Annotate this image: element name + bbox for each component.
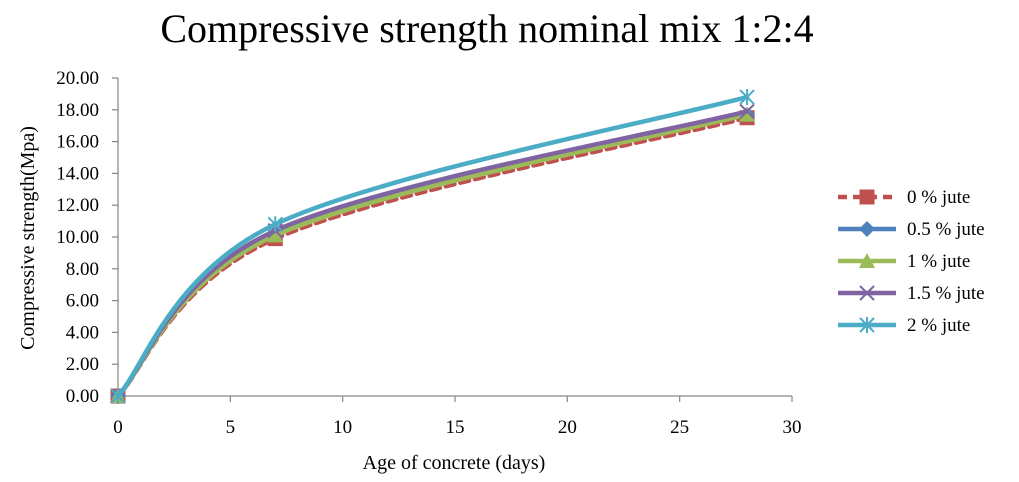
x-tick-label: 5 <box>226 417 236 438</box>
y-tick-label: 8.00 <box>66 259 99 280</box>
series-4 <box>110 89 755 404</box>
x-tick-label: 0 <box>113 417 123 438</box>
data-point <box>267 227 284 243</box>
legend: 0 % jute 0.5 % jute 1 % jute 1.5 % jute 2 % … <box>838 187 985 336</box>
legend-label: 0 % jute <box>907 187 970 208</box>
legend-entry: 1 % jute <box>838 251 970 272</box>
data-point <box>739 89 755 106</box>
x-tick-label: 30 <box>783 417 802 438</box>
legend-marker <box>859 285 875 301</box>
y-tick-label: 6.00 <box>66 291 99 312</box>
series-line <box>115 115 750 399</box>
series-2 <box>110 106 756 403</box>
legend-label: 2 % jute <box>907 315 970 336</box>
chart-title: Compressive strength nominal mix 1:2:4 <box>160 6 813 51</box>
legend-entry: 0 % jute <box>838 187 970 208</box>
data-point-stroke <box>739 103 755 120</box>
legend-marker <box>859 317 875 333</box>
y-tick-label: 18.00 <box>56 100 99 121</box>
series-1 <box>110 106 756 404</box>
legend-label: 0.5 % jute <box>907 219 985 240</box>
legend-entry: 1.5 % jute <box>838 283 985 304</box>
legend-marker-stroke <box>859 285 875 301</box>
series-0 <box>110 110 755 404</box>
y-tick-label: 0.00 <box>66 386 99 407</box>
data-point <box>110 388 126 404</box>
data-point <box>739 106 756 122</box>
legend-entry: 0.5 % jute <box>838 219 985 240</box>
legend-marker <box>859 253 875 268</box>
y-tick-label: 2.00 <box>66 354 99 375</box>
legend-entry: 2 % jute <box>838 315 970 336</box>
legend-marker <box>859 221 875 237</box>
data-point <box>267 216 283 233</box>
legend-label: 1 % jute <box>907 251 970 272</box>
series-3 <box>110 103 755 404</box>
x-tick-label: 10 <box>333 417 352 438</box>
x-tick-label: 15 <box>446 417 465 438</box>
y-tick-label: 16.00 <box>56 132 99 153</box>
y-tick-label: 12.00 <box>56 195 99 216</box>
x-tick-label: 20 <box>558 417 577 438</box>
y-axis-label: Compressive strength(Mpa) <box>17 126 39 350</box>
y-tick-label: 20.00 <box>56 68 99 89</box>
x-axis-label: Age of concrete (days) <box>363 452 546 474</box>
series-line <box>115 112 750 399</box>
plot-area: 0.00 2.00 4.00 6.00 8.00 10.00 12.00 14.00 16.00… <box>56 68 801 438</box>
series-line <box>115 112 750 399</box>
legend-label: 1.5 % jute <box>907 283 985 304</box>
x-tick-label: 25 <box>670 417 689 438</box>
legend-marker <box>859 189 875 205</box>
y-tick-label: 4.00 <box>66 322 99 343</box>
series-line <box>115 109 750 399</box>
data-point <box>739 103 755 120</box>
y-tick-label: 14.00 <box>56 163 99 184</box>
series-line <box>115 94 750 399</box>
y-tick-label: 10.00 <box>56 227 99 248</box>
